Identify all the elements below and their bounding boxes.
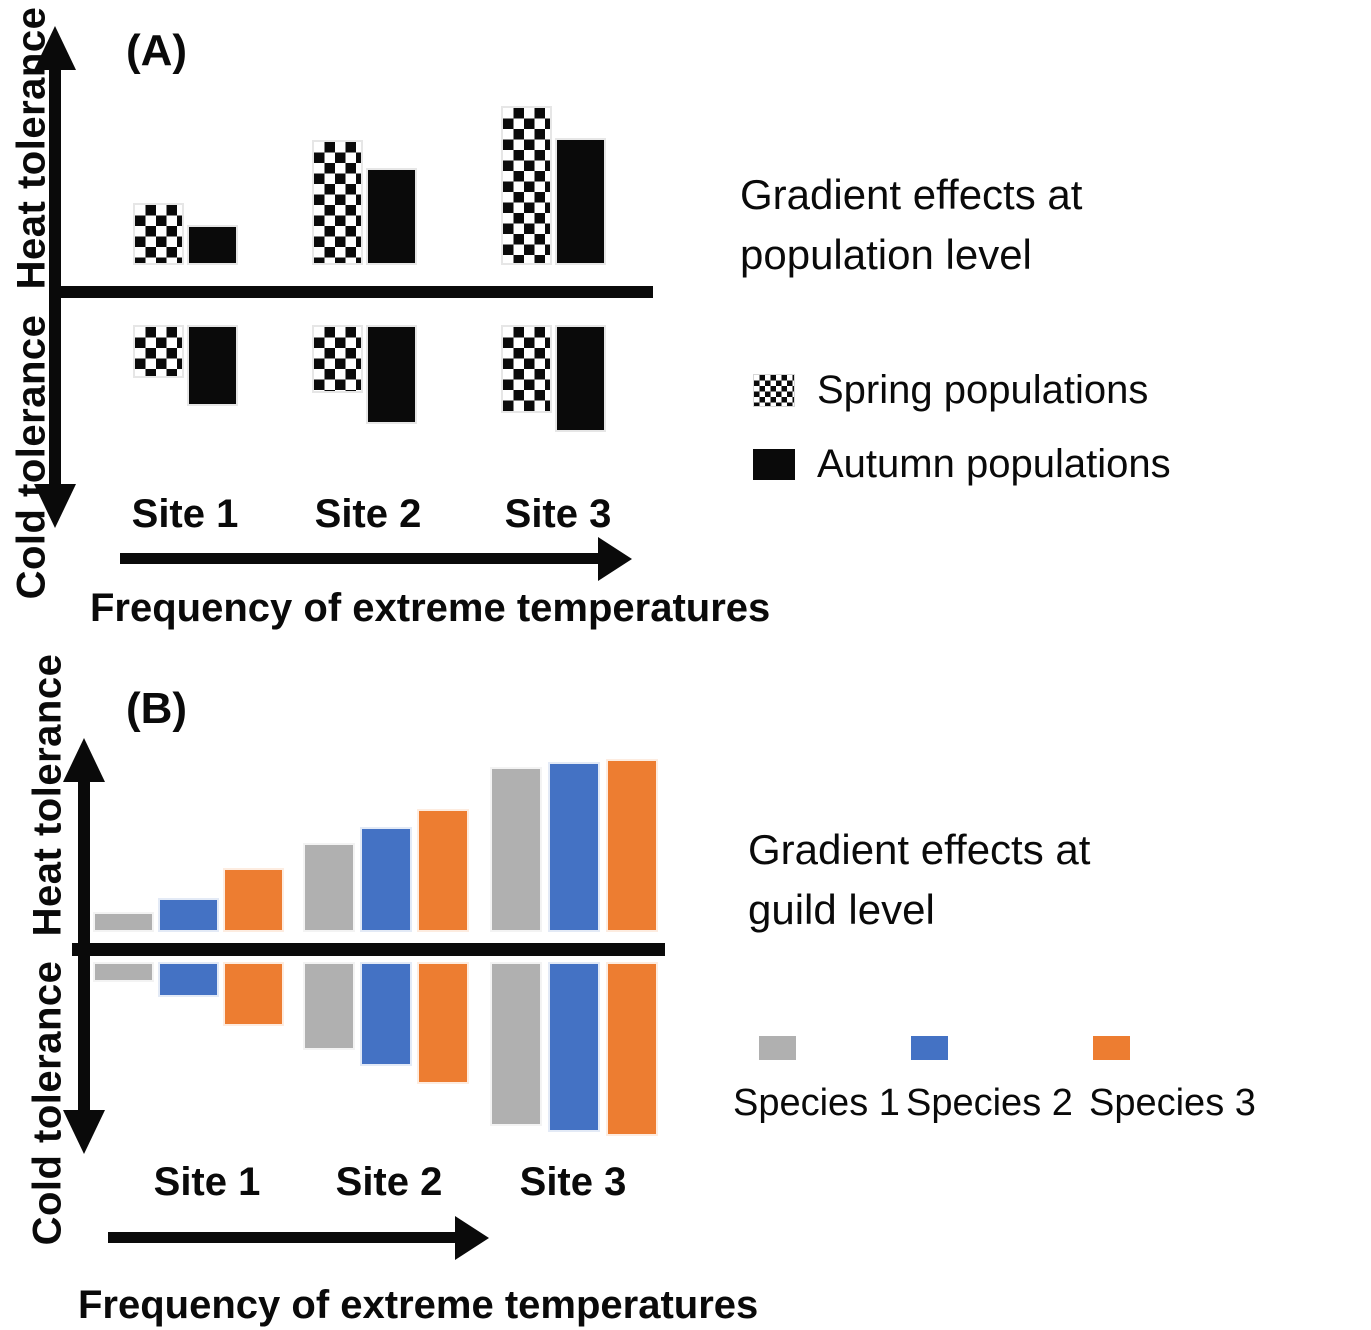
bar-species-1-cold-site2 xyxy=(303,962,355,1050)
bar-spring-populations-heat-site2 xyxy=(312,140,363,265)
bar-spring-populations-cold-site1 xyxy=(133,325,184,378)
b-heat-tolerance-axis-label: Heat tolerance xyxy=(25,653,70,937)
b-site-2-label: Site 2 xyxy=(335,1160,443,1204)
bar-species-2-cold-site3 xyxy=(548,962,600,1132)
b-cold-tolerance-axis-label: Cold tolerance xyxy=(25,960,70,1246)
bar-spring-populations-heat-site1 xyxy=(133,203,184,265)
species-3-legend-label: Species 3 xyxy=(1089,1082,1256,1124)
bar-species-1-heat-site3 xyxy=(490,767,542,932)
bar-spring-populations-heat-site3 xyxy=(501,106,552,265)
a-y-axis-up-arrowhead-icon xyxy=(34,26,76,70)
bar-species-2-cold-site1 xyxy=(158,962,219,997)
species-2-swatch-icon xyxy=(911,1036,948,1060)
b-y-axis-up-arrowhead-icon xyxy=(63,738,105,782)
bar-species-3-heat-site3 xyxy=(606,759,658,932)
species-1-swatch-icon xyxy=(759,1036,796,1060)
bar-autumn-populations-cold-site1 xyxy=(187,325,238,406)
species-1-legend-label: Species 1 xyxy=(733,1082,900,1124)
bar-species-1-cold-site1 xyxy=(93,962,154,982)
a-site-2-label: Site 2 xyxy=(314,492,422,536)
species-3-swatch-icon xyxy=(1093,1036,1130,1060)
b-site-1-label: Site 1 xyxy=(153,1160,261,1204)
bar-species-2-heat-site3 xyxy=(548,762,600,932)
a-title-line-2: population level xyxy=(740,230,1032,278)
a-cold-tolerance-axis-label: Cold tolerance xyxy=(9,314,54,600)
a-legend-autumn: Autumn populations xyxy=(753,442,1171,487)
autumn-solid-swatch-icon xyxy=(753,449,795,480)
bar-species-3-cold-site3 xyxy=(606,962,658,1136)
a-x-axis-arrowhead-icon xyxy=(598,537,632,581)
bar-species-1-heat-site1 xyxy=(93,912,154,932)
b-x-axis-label: Frequency of extreme temperatures xyxy=(78,1283,759,1327)
a-title: Gradient effects at population level xyxy=(740,165,1082,284)
a-zero-axis-line xyxy=(55,286,653,298)
b-title-line-1: Gradient effects at xyxy=(748,826,1091,873)
species-2-legend-label: Species 2 xyxy=(906,1082,1073,1124)
bar-species-1-heat-site2 xyxy=(303,843,355,932)
bar-species-3-cold-site1 xyxy=(223,962,284,1026)
bar-autumn-populations-heat-site3 xyxy=(555,138,606,265)
a-site-1-label: Site 1 xyxy=(131,492,239,536)
a-y-axis-line xyxy=(49,62,61,488)
b-title-line-2: guild level xyxy=(748,885,935,933)
bar-species-3-heat-site2 xyxy=(417,809,469,932)
panel-b-letter: (B) xyxy=(126,684,188,733)
a-x-axis-arrow-line xyxy=(120,553,598,564)
b-site-3-label: Site 3 xyxy=(519,1160,627,1204)
bar-autumn-populations-heat-site2 xyxy=(366,168,417,265)
a-y-axis-down-arrowhead-icon xyxy=(34,484,76,528)
b-x-axis-arrowhead-icon xyxy=(455,1216,489,1260)
bar-species-2-cold-site2 xyxy=(360,962,412,1066)
bar-spring-populations-cold-site3 xyxy=(501,325,552,413)
a-title-line-1: Gradient effects at xyxy=(740,171,1083,218)
bar-autumn-populations-cold-site2 xyxy=(366,325,417,424)
a-site-3-label: Site 3 xyxy=(504,492,612,536)
bar-autumn-populations-heat-site1 xyxy=(187,225,238,265)
b-zero-axis-line xyxy=(72,943,665,956)
bar-autumn-populations-cold-site3 xyxy=(555,325,606,432)
panel-a-letter: (A) xyxy=(126,26,188,75)
bar-species-2-heat-site1 xyxy=(158,898,219,932)
bar-species-3-heat-site1 xyxy=(223,868,284,932)
a-legend-spring: Spring populations xyxy=(753,368,1148,413)
spring-checkered-swatch-icon xyxy=(753,374,795,407)
bar-species-2-heat-site2 xyxy=(360,827,412,932)
b-y-axis-down-arrowhead-icon xyxy=(63,1110,105,1154)
b-x-axis-arrow-line xyxy=(108,1232,455,1243)
bar-species-3-cold-site2 xyxy=(417,962,469,1084)
b-title: Gradient effects at guild level xyxy=(748,820,1090,939)
autumn-legend-label: Autumn populations xyxy=(817,442,1171,486)
a-x-axis-label: Frequency of extreme temperatures xyxy=(90,586,771,630)
bar-species-1-cold-site3 xyxy=(490,962,542,1126)
bar-spring-populations-cold-site2 xyxy=(312,325,363,393)
spring-legend-label: Spring populations xyxy=(817,368,1149,412)
